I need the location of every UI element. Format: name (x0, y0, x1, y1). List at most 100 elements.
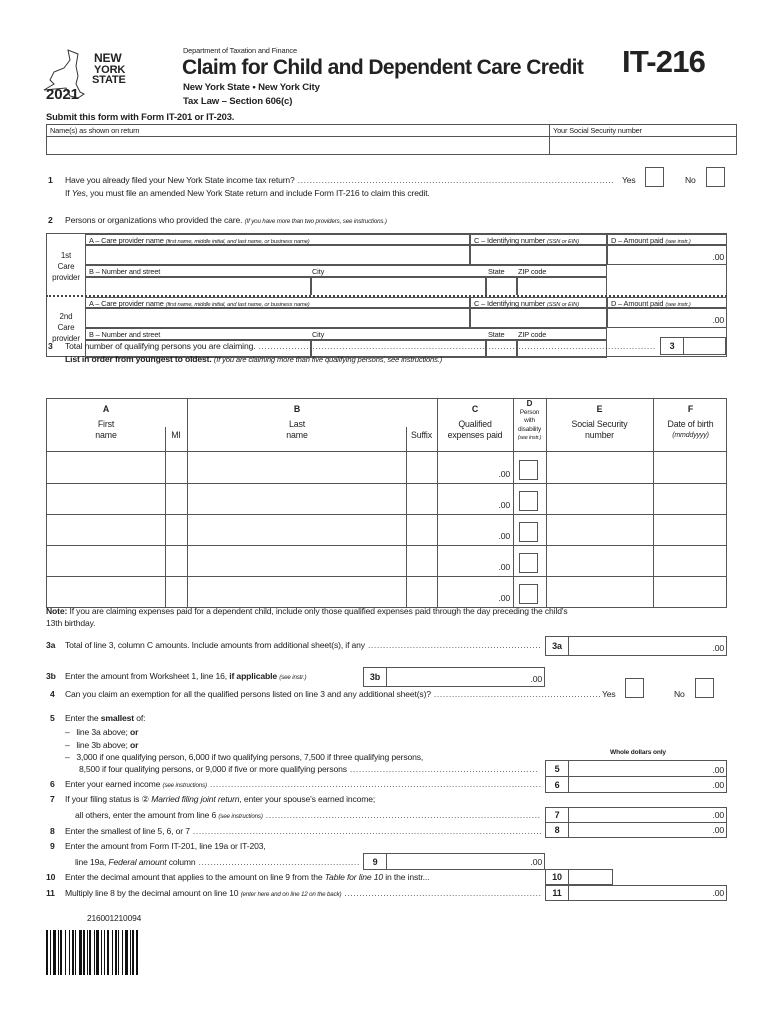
form-number: IT-216 (622, 44, 706, 79)
expenses-input[interactable]: .00 (498, 531, 511, 541)
disability-checkbox[interactable] (519, 491, 538, 511)
line5-option-1: – line 3a above; or (65, 727, 139, 737)
barcode-bar (135, 930, 138, 975)
disability-checkbox[interactable] (519, 553, 538, 573)
col-disability: D Person with disability (see instr.) (517, 399, 542, 441)
col-f-letter: F (687, 404, 694, 414)
line11-input[interactable]: 11.00 (545, 885, 727, 901)
col-last-name: Last name (286, 419, 308, 440)
barcode-bar (57, 930, 59, 975)
state-input[interactable] (486, 277, 517, 296)
last-name-input[interactable] (188, 453, 405, 483)
person-ssn-input[interactable] (547, 577, 652, 607)
name-input[interactable] (47, 137, 548, 155)
provider-id-input[interactable] (470, 245, 607, 265)
expenses-input[interactable]: .00 (498, 500, 511, 510)
line-number: 4 (50, 689, 55, 699)
department: Department of Taxation and Finance (183, 46, 297, 55)
col-first-name: First name (95, 419, 117, 440)
barcode-bar (132, 930, 134, 975)
provider-amount-input[interactable]: .00 (607, 308, 727, 328)
person-ssn-input[interactable] (547, 453, 652, 483)
line3a-input[interactable]: 3a .00 (545, 636, 727, 656)
svg-text:NEW: NEW (94, 51, 122, 65)
suffix-input[interactable] (407, 546, 436, 576)
expenses-input[interactable]: .00 (498, 593, 511, 603)
mi-input[interactable] (166, 484, 186, 514)
last-name-input[interactable] (188, 577, 405, 607)
mi-input[interactable] (166, 546, 186, 576)
nys-logo: NEW YORK STATE (40, 46, 140, 104)
provider-name-input[interactable] (85, 308, 470, 328)
last-name-input[interactable] (188, 546, 405, 576)
disability-checkbox[interactable] (519, 584, 538, 604)
suffix-input[interactable] (407, 515, 436, 545)
ssn-input[interactable] (550, 137, 736, 155)
col-a-letter: A (102, 404, 110, 414)
suffix-input[interactable] (407, 453, 436, 483)
line7-text-2: all others, enter the amount from line 6… (75, 810, 541, 820)
new-york-state-outline-icon: NEW YORK STATE (43, 49, 126, 99)
disability-checkbox[interactable] (519, 522, 538, 542)
line2-text: Persons or organizations who provided th… (65, 215, 387, 225)
column-divider (187, 399, 188, 607)
address-header: B – Number and street City State ZIP cod… (85, 328, 607, 340)
first-name-input[interactable] (47, 515, 164, 545)
dob-input[interactable] (654, 484, 727, 514)
barcode-bar (96, 930, 99, 975)
first-name-input[interactable] (47, 577, 164, 607)
expenses-input[interactable]: .00 (498, 562, 511, 572)
last-name-input[interactable] (188, 484, 405, 514)
dob-input[interactable] (654, 546, 727, 576)
dob-input[interactable] (654, 515, 727, 545)
line1-yes-checkbox[interactable] (645, 167, 664, 187)
last-name-input[interactable] (188, 515, 405, 545)
dob-input[interactable] (654, 453, 727, 483)
line5-text: Enter the smallest of: (65, 713, 146, 723)
line9-text-2: line 19a, Federal amount column (75, 857, 359, 867)
city-input[interactable] (311, 277, 486, 296)
mi-input[interactable] (166, 515, 186, 545)
street-input[interactable] (85, 277, 311, 296)
provider-label: 2nd Care provider (52, 312, 80, 343)
suffix-input[interactable] (407, 484, 436, 514)
column-divider (653, 399, 654, 607)
first-name-input[interactable] (47, 546, 164, 576)
line-number: 8 (50, 826, 55, 836)
line4-no-checkbox[interactable] (695, 678, 714, 698)
person-ssn-input[interactable] (547, 546, 652, 576)
line8-input[interactable]: 8.00 (545, 822, 727, 838)
zip-input[interactable] (517, 277, 607, 296)
line10-input[interactable]: 10 (545, 869, 613, 885)
barcode-bar (78, 930, 82, 975)
line6-input[interactable]: 6.00 (545, 776, 727, 793)
first-name-input[interactable] (47, 484, 164, 514)
provider-name-input[interactable] (85, 245, 470, 265)
barcode-bar (89, 930, 91, 975)
person-ssn-input[interactable] (547, 515, 652, 545)
line4-yes-checkbox[interactable] (625, 678, 644, 698)
line1-no-checkbox[interactable] (706, 167, 725, 187)
line-number: 2 (48, 215, 53, 225)
barcode-bar (114, 930, 117, 975)
barcode-bar (49, 930, 51, 975)
expenses-input[interactable]: .00 (498, 469, 511, 479)
dob-input[interactable] (654, 577, 727, 607)
person-ssn-input[interactable] (547, 484, 652, 514)
disability-checkbox[interactable] (519, 460, 538, 480)
suffix-input[interactable] (407, 577, 436, 607)
mi-input[interactable] (166, 577, 186, 607)
first-name-input[interactable] (47, 453, 164, 483)
col-dob: Date of birth (mmddyyyy) (667, 419, 714, 439)
line3b-input[interactable]: 3b .00 (363, 667, 545, 687)
provider-id-input[interactable] (470, 308, 607, 328)
line7-input[interactable]: 7.00 (545, 807, 727, 823)
line3-count-input[interactable]: 3 (660, 337, 726, 355)
provider-amount-input[interactable]: .00 (607, 245, 727, 265)
line-number: 1 (48, 175, 53, 185)
mi-input[interactable] (166, 453, 186, 483)
barcode-bar (125, 930, 128, 975)
column-divider (406, 427, 407, 607)
row-divider (47, 483, 726, 484)
line9-input[interactable]: 9.00 (363, 853, 545, 870)
